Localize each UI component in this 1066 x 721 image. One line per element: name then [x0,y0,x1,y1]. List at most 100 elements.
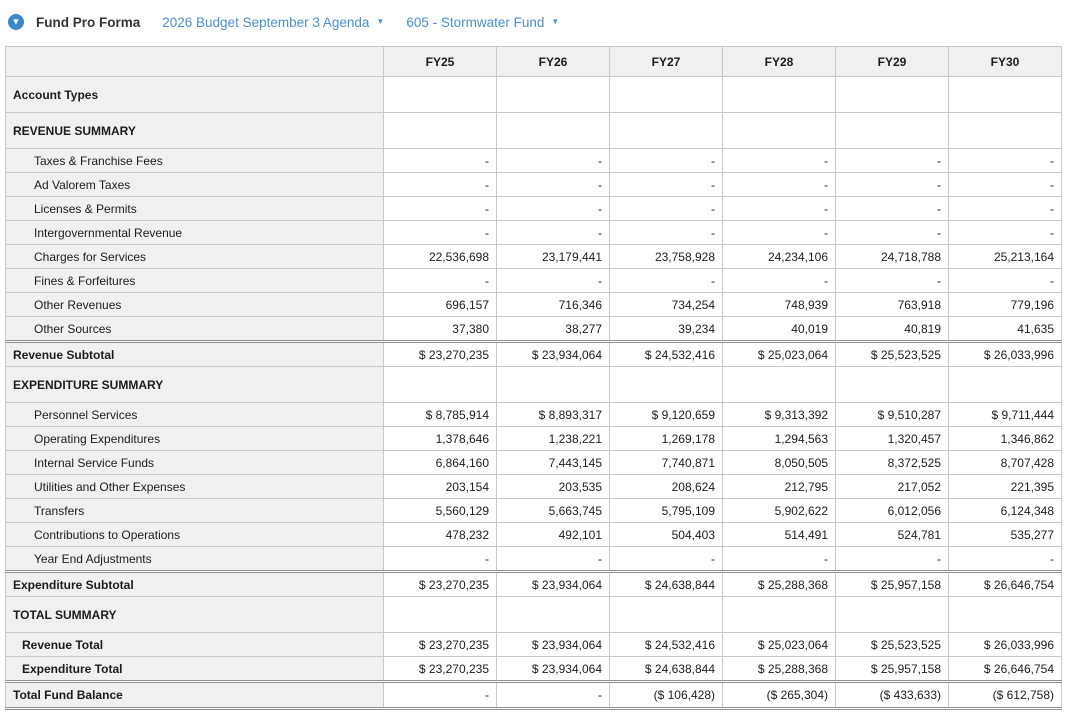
collapse-panel-icon[interactable]: ▼ [8,14,24,30]
corner-header-cell [5,46,384,77]
cell-value: $ 24,532,416 [609,632,723,657]
table-row: Revenue Subtotal $ 23,270,235 $ 23,934,064… [5,340,1062,367]
row-label: Licenses & Permits [5,196,384,221]
cell-value [835,366,949,403]
cell-value: 524,781 [835,522,949,547]
row-label: Expenditure Subtotal [5,570,384,597]
cell-value [835,76,949,113]
cell-value: 8,372,525 [835,450,949,475]
table-row: EXPENDITURE SUMMARY [5,366,1062,403]
cell-value: 221,395 [948,474,1062,499]
cell-value [948,366,1062,403]
cell-value: 492,101 [496,522,610,547]
cell-value: $ 26,646,754 [948,570,1062,597]
fund-dropdown[interactable]: 605 - Stormwater Fund ▼ [406,15,559,30]
row-label: Fines & Forfeitures [5,268,384,293]
table-row: REVENUE SUMMARY [5,112,1062,149]
cell-value [835,596,949,633]
cell-value [609,112,723,149]
chevron-down-icon: ▼ [551,17,560,26]
cell-value: $ 9,711,444 [948,402,1062,427]
cell-value: $ 24,532,416 [609,340,723,367]
table-row: Charges for Services 22,536,698 23,179,441… [5,244,1062,269]
cell-value: 716,346 [496,292,610,317]
cell-value: - [948,546,1062,572]
cell-value: $ 9,510,287 [835,402,949,427]
cell-value: 504,403 [609,522,723,547]
cell-value: ($ 612,758) [948,680,1062,710]
chevron-down-icon: ▼ [11,16,21,26]
cell-value: 203,535 [496,474,610,499]
cell-value: - [609,148,723,173]
table-row: Other Revenues 696,157 716,346 734,254 748,9… [5,292,1062,317]
cell-value [496,112,610,149]
cell-value: 514,491 [722,522,836,547]
cell-value: 6,864,160 [383,450,497,475]
table-row: TOTAL SUMMARY [5,596,1062,633]
row-label: Year End Adjustments [5,546,384,572]
cell-value [609,596,723,633]
cell-value: $ 23,270,235 [383,632,497,657]
cell-value [383,112,497,149]
budget-version-dropdown[interactable]: 2026 Budget September 3 Agenda ▼ [162,15,384,30]
cell-value [383,366,497,403]
page-title: Fund Pro Forma [36,14,141,30]
cell-value [496,596,610,633]
cell-value: $ 8,893,317 [496,402,610,427]
cell-value: - [383,220,497,245]
cell-value: $ 9,120,659 [609,402,723,427]
cell-value [609,76,723,113]
cell-value: - [609,220,723,245]
cell-value: $ 23,270,235 [383,340,497,367]
cell-value: $ 23,934,064 [496,340,610,367]
table-row: Revenue Total $ 23,270,235 $ 23,934,064 $ 2… [5,632,1062,657]
cell-value: 39,234 [609,316,723,342]
cell-value: - [835,220,949,245]
table-row: Total Fund Balance - - ($ 106,428) ($ 265,30… [5,680,1062,710]
cell-value [722,76,836,113]
row-label: TOTAL SUMMARY [5,596,384,633]
row-label: EXPENDITURE SUMMARY [5,366,384,403]
cell-value: $ 26,646,754 [948,656,1062,682]
cell-value: - [948,196,1062,221]
column-header-fy30: FY30 [948,46,1062,77]
column-header-fy25: FY25 [383,46,497,77]
table-row: Fines & Forfeitures - - - - - - [5,268,1062,293]
cell-value: 5,902,622 [722,498,836,523]
cell-value [835,112,949,149]
cell-value: - [722,268,836,293]
cell-value: 478,232 [383,522,497,547]
cell-value: 217,052 [835,474,949,499]
cell-value: - [496,220,610,245]
table-row: Intergovernmental Revenue - - - - - - [5,220,1062,245]
cell-value: 7,740,871 [609,450,723,475]
cell-value: - [383,196,497,221]
fund-label: 605 - Stormwater Fund [406,14,545,30]
cell-value [496,366,610,403]
table-row: Transfers 5,560,129 5,663,745 5,795,109 5,90… [5,498,1062,523]
cell-value: 1,378,646 [383,426,497,451]
cell-value [722,112,836,149]
column-header-fy27: FY27 [609,46,723,77]
cell-value [609,366,723,403]
row-label: Operating Expenditures [5,426,384,451]
table-row: Ad Valorem Taxes - - - - - - [5,172,1062,197]
row-label: Utilities and Other Expenses [5,474,384,499]
table-row: Utilities and Other Expenses 203,154 203,5… [5,474,1062,499]
cell-value: 535,277 [948,522,1062,547]
cell-value: - [948,220,1062,245]
cell-value: $ 25,523,525 [835,632,949,657]
cell-value: - [609,546,723,572]
cell-value: 203,154 [383,474,497,499]
chevron-down-icon: ▼ [376,17,385,26]
cell-value [722,366,836,403]
cell-value: $ 26,033,996 [948,340,1062,367]
cell-value: 5,663,745 [496,498,610,523]
cell-value: 24,234,106 [722,244,836,269]
cell-value: - [383,268,497,293]
row-label: Transfers [5,498,384,523]
cell-value [722,596,836,633]
cell-value: 23,179,441 [496,244,610,269]
cell-value: $ 26,033,996 [948,632,1062,657]
row-label: Account Types [5,76,384,113]
